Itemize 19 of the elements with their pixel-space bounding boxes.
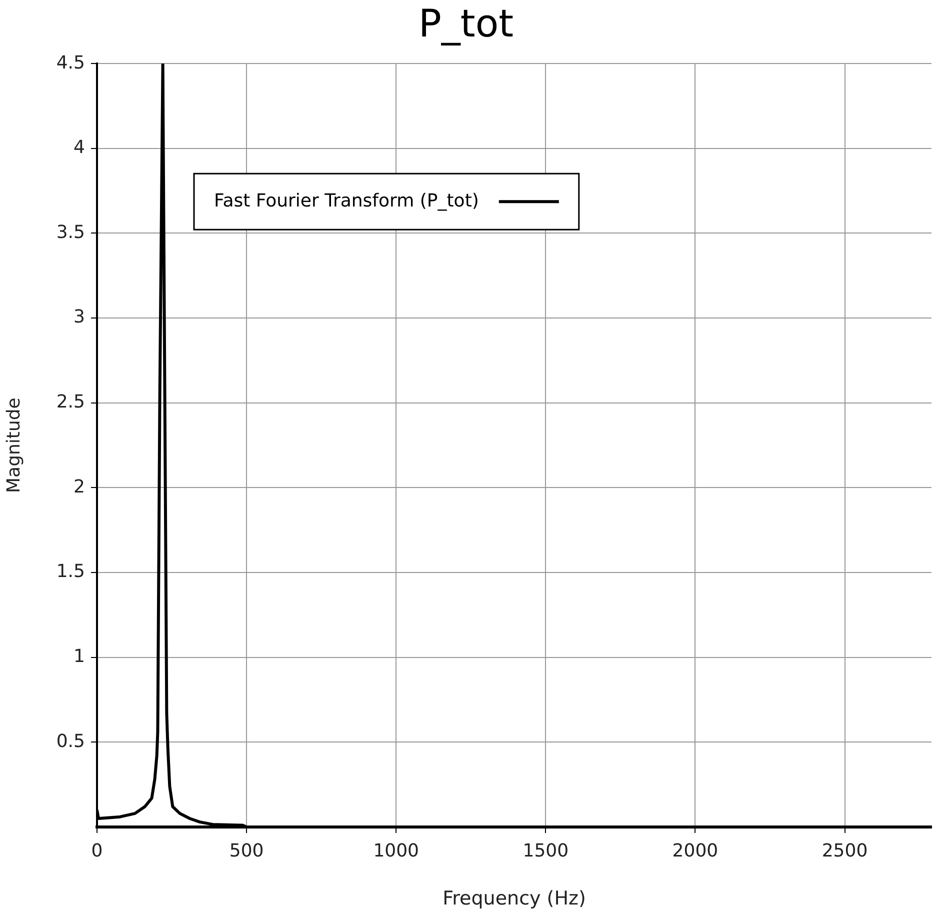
y-tick-label: 0.5 <box>56 730 85 752</box>
y-tick-label: 2.5 <box>56 392 85 413</box>
x-tick-label: 1500 <box>522 840 569 862</box>
x-tick-label: 2000 <box>672 840 718 862</box>
y-tick-label: 3.5 <box>56 222 85 243</box>
y-tick-label: 4.5 <box>56 52 85 74</box>
legend-label: Fast Fourier Transform (P_tot) <box>214 190 479 212</box>
y-axis-title: Magnitude <box>3 398 24 493</box>
x-axis-title: Frequency (Hz) <box>442 888 586 910</box>
x-tick-label: 2500 <box>822 840 868 862</box>
y-tick-label: 1.5 <box>56 561 85 582</box>
x-tick-label: 1000 <box>373 840 420 862</box>
y-tick-label: 1 <box>74 646 85 668</box>
y-tick-label: 4 <box>74 137 85 158</box>
x-tick-label: 500 <box>229 840 264 862</box>
chart-title: P_tot <box>418 2 514 46</box>
x-tick-label: 0 <box>91 840 103 862</box>
y-tick-label: 2 <box>74 476 85 498</box>
y-tick-label: 3 <box>74 306 85 328</box>
